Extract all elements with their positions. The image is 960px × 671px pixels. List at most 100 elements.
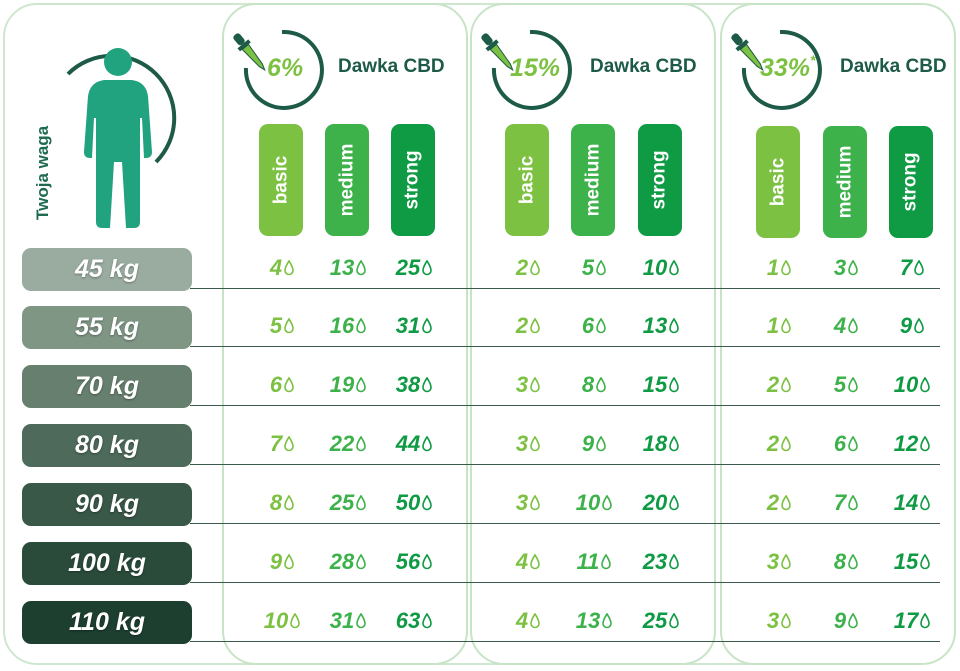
concentration-percent: 6% [267, 54, 304, 82]
drop-icon [530, 495, 540, 511]
drop-icon [848, 554, 858, 570]
level-medium: medium [325, 124, 369, 236]
dose-cell: 25 [631, 606, 691, 636]
dose-cell: 13 [631, 311, 691, 341]
drop-icon [781, 554, 791, 570]
dose-drops-value: 13 [575, 608, 601, 633]
weight-badge: 70 kg [22, 365, 192, 408]
dose-cell: 31 [318, 606, 378, 636]
dose-cell: 2 [498, 311, 558, 341]
drop-icon [284, 495, 294, 511]
drop-icon [290, 613, 301, 629]
drop-icon [530, 260, 540, 276]
row-divider [190, 523, 940, 524]
drop-icon [669, 613, 680, 629]
drop-icon [530, 436, 540, 452]
dose-cell: 10 [252, 606, 312, 636]
dose-drops-value: 3 [766, 549, 780, 574]
dose-cell: 22 [318, 429, 378, 459]
dose-drops-value: 28 [329, 549, 355, 574]
dose-label: Dawka CBD [338, 56, 445, 77]
row-divider [190, 464, 940, 465]
dose-drops-value: 9 [581, 431, 595, 456]
level-strong: strong [638, 124, 682, 236]
dose-cell: 38 [384, 370, 444, 400]
dose-cell: 17 [882, 606, 942, 636]
dose-drops-value: 13 [642, 313, 668, 338]
drop-icon [602, 495, 613, 511]
dose-cell: 25 [384, 253, 444, 283]
row-divider [190, 405, 940, 406]
dose-drops-value: 9 [899, 313, 913, 338]
dose-drops-value: 31 [395, 313, 421, 338]
dose-cell: 7 [882, 253, 942, 283]
drop-icon [669, 495, 680, 511]
drop-icon [669, 260, 680, 276]
dose-drops-value: 2 [766, 372, 780, 397]
dose-cell: 7 [816, 488, 876, 518]
dose-cell: 63 [384, 606, 444, 636]
dose-cell: 19 [318, 370, 378, 400]
dose-cell: 10 [882, 370, 942, 400]
weight-badge: 55 kg [22, 306, 192, 349]
drop-icon [284, 318, 294, 334]
dose-drops-value: 3 [833, 255, 847, 280]
dose-cell: 44 [384, 429, 444, 459]
dose-drops-value: 25 [329, 490, 355, 515]
dose-drops-value: 11 [576, 549, 600, 574]
drop-icon [781, 377, 791, 393]
dose-cell: 14 [882, 488, 942, 518]
dose-drops-value: 14 [893, 490, 919, 515]
dose-drops-value: 6 [581, 313, 595, 338]
drop-icon [284, 436, 294, 452]
dose-drops-value: 10 [893, 372, 919, 397]
dose-cell: 3 [498, 488, 558, 518]
drop-icon [422, 260, 433, 276]
dose-cell: 1 [749, 253, 809, 283]
dose-label: Dawka CBD [840, 56, 947, 77]
dose-cell: 6 [564, 311, 624, 341]
dose-drops-value: 6 [833, 431, 847, 456]
row-divider [190, 288, 940, 289]
drop-icon [848, 318, 858, 334]
dose-cell: 20 [631, 488, 691, 518]
dose-drops-value: 2 [515, 255, 529, 280]
dose-cell: 2 [749, 429, 809, 459]
drop-icon [848, 377, 858, 393]
dose-drops-value: 25 [642, 608, 668, 633]
drop-icon [848, 436, 858, 452]
drop-icon [920, 495, 931, 511]
drop-icon [422, 554, 433, 570]
asterisk-note: * [810, 52, 816, 68]
drop-icon [284, 377, 294, 393]
dose-drops-value: 9 [833, 608, 847, 633]
level-medium: medium [571, 124, 615, 236]
dose-cell: 6 [252, 370, 312, 400]
drop-icon [530, 613, 540, 629]
dose-cell: 5 [816, 370, 876, 400]
dose-drops-value: 8 [269, 490, 283, 515]
dose-drops-value: 12 [893, 431, 919, 456]
dose-cell: 12 [882, 429, 942, 459]
drop-icon [596, 436, 606, 452]
dose-drops-value: 18 [642, 431, 668, 456]
drop-icon [781, 436, 791, 452]
weight-badge: 45 kg [22, 248, 192, 291]
dose-cell: 3 [498, 429, 558, 459]
dose-drops-value: 3 [515, 490, 529, 515]
drop-icon [848, 613, 858, 629]
dose-drops-value: 15 [893, 549, 919, 574]
level-strong: strong [391, 124, 435, 236]
dose-drops-value: 25 [395, 255, 421, 280]
dose-cell: 3 [749, 547, 809, 577]
dose-cell: 3 [749, 606, 809, 636]
dose-cell: 18 [631, 429, 691, 459]
drop-icon [848, 260, 858, 276]
dose-drops-value: 22 [329, 431, 355, 456]
weight-badge: 100 kg [22, 542, 192, 585]
weight-badge: 110 kg [22, 601, 192, 644]
drop-icon [356, 260, 367, 276]
dose-cell: 13 [318, 253, 378, 283]
dose-cell: 31 [384, 311, 444, 341]
dose-cell: 56 [384, 547, 444, 577]
